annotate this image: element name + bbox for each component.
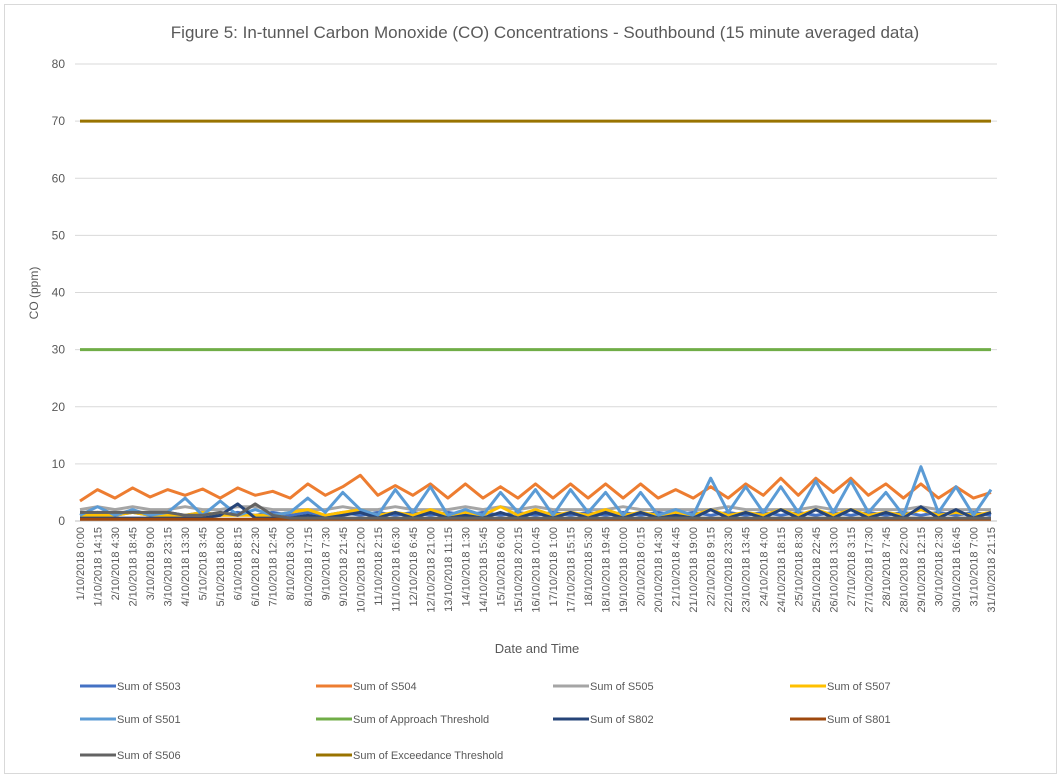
x-tick-label: 2/10/2018 18:45 [128,527,140,607]
x-axis-label: Date and Time [495,641,580,656]
x-tick-label: 25/10/2018 8:30 [793,527,805,607]
legend-label: Sum of S507 [827,681,891,693]
legend-label: Sum of S503 [117,681,181,693]
legend-label: Sum of S801 [827,714,891,726]
x-tick-label: 26/10/2018 13:00 [828,527,840,613]
y-tick-label: 0 [58,514,65,528]
y-tick-label: 30 [52,343,66,357]
x-tick-label: 27/10/2018 3:15 [846,527,858,607]
x-tick-label: 20/10/2018 14:30 [653,527,665,613]
x-tick-label: 1/10/2018 14:15 [93,527,105,607]
y-tick-label: 40 [52,286,66,300]
series-line [79,465,993,517]
x-tick-label: 14/10/2018 15:45 [478,527,490,613]
x-tick-label: 28/10/2018 22:00 [898,527,910,613]
x-tick-label: 21/10/2018 19:00 [688,527,700,613]
legend-label: Sum of Exceedance Threshold [353,750,503,762]
x-tick-label: 31/10/2018 7:00 [968,527,980,607]
x-tick-label: 17/10/2018 15:15 [566,527,578,613]
legend-label: Sum of S506 [117,750,181,762]
x-tick-label: 29/10/2018 12:15 [916,527,928,613]
y-tick-label: 60 [52,171,66,185]
y-tick-label: 70 [52,114,66,128]
x-tick-label: 14/10/2018 1:30 [460,527,472,607]
x-tick-label: 12/10/2018 6:45 [408,527,420,607]
x-tick-label: 24/10/2018 18:15 [776,527,788,613]
x-tick-label: 16/10/2018 10:45 [531,527,543,613]
x-tick-label: 9/10/2018 7:30 [320,527,332,600]
x-tick-label: 6/10/2018 8:15 [233,527,245,600]
x-tick-label: 18/10/2018 5:30 [583,527,595,607]
x-tick-label: 5/10/2018 18:00 [215,527,227,607]
x-tick-label: 4/10/2018 13:30 [180,527,192,607]
x-tick-label: 30/10/2018 2:30 [933,527,945,607]
series-line [79,473,992,503]
x-tick-label: 23/10/2018 13:45 [741,527,753,613]
series-line [80,502,991,520]
x-tick-label: 11/10/2018 2:15 [373,527,385,606]
legend-label: Sum of S802 [590,714,654,726]
legend-label: Sum of Approach Threshold [353,714,489,726]
x-tick-label: 3/10/2018 23:15 [163,527,175,607]
x-tick-label: 5/10/2018 3:45 [198,527,210,600]
y-tick-label: 20 [52,400,66,414]
x-tick-label: 12/10/2018 21:00 [425,527,437,613]
x-tick-label: 25/10/2018 22:45 [811,527,823,613]
legend-label: Sum of S501 [117,714,181,726]
legend-label: Sum of S505 [590,681,654,693]
x-tick-label: 22/10/2018 23:30 [723,527,735,613]
series-line [80,502,992,520]
x-tick-label: 28/10/2018 7:45 [881,527,893,607]
x-tick-label: 17/10/2018 1:00 [548,527,560,607]
y-axis-label: CO (ppm) [27,267,41,320]
x-tick-label: 20/10/2018 0:15 [636,527,648,607]
x-tick-label: 19/10/2018 10:00 [618,527,630,613]
x-tick-label: 22/10/2018 9:15 [706,527,718,607]
x-tick-label: 15/10/2018 20:15 [513,527,525,613]
x-tick-label: 27/10/2018 17:30 [863,527,875,613]
x-tick-label: 18/10/2018 19:45 [601,527,613,613]
x-tick-label: 30/10/2018 16:45 [951,527,963,613]
x-tick-label: 10/10/2018 12:00 [355,527,367,613]
y-tick-label: 10 [52,457,66,471]
chart-frame [4,4,1057,774]
x-tick-label: 2/10/2018 4:30 [110,527,122,600]
x-tick-label: 6/10/2018 22:30 [250,527,262,607]
y-tick-label: 80 [52,57,66,71]
x-tick-label: 11/10/2018 16:30 [390,527,402,612]
x-tick-label: 8/10/2018 17:15 [303,527,315,607]
x-tick-label: 8/10/2018 3:00 [285,527,297,600]
x-tick-label: 7/10/2018 12:45 [268,527,280,607]
x-tick-label: 3/10/2018 9:00 [145,527,157,600]
x-tick-label: 13/10/2018 11:15 [443,527,455,612]
x-tick-label: 21/10/2018 4:45 [671,527,683,607]
x-tick-label: 24/10/2018 4:00 [758,527,770,607]
x-tick-label: 31/10/2018 21:15 [986,527,998,613]
y-tick-label: 50 [52,228,66,242]
x-tick-label: 1/10/2018 0:00 [75,527,87,600]
legend-label: Sum of S504 [353,681,417,693]
chart-title: Figure 5: In-tunnel Carbon Monoxide (CO)… [170,23,920,42]
x-tick-label: 15/10/2018 6:00 [495,527,507,607]
x-tick-label: 9/10/2018 21:45 [338,527,350,607]
